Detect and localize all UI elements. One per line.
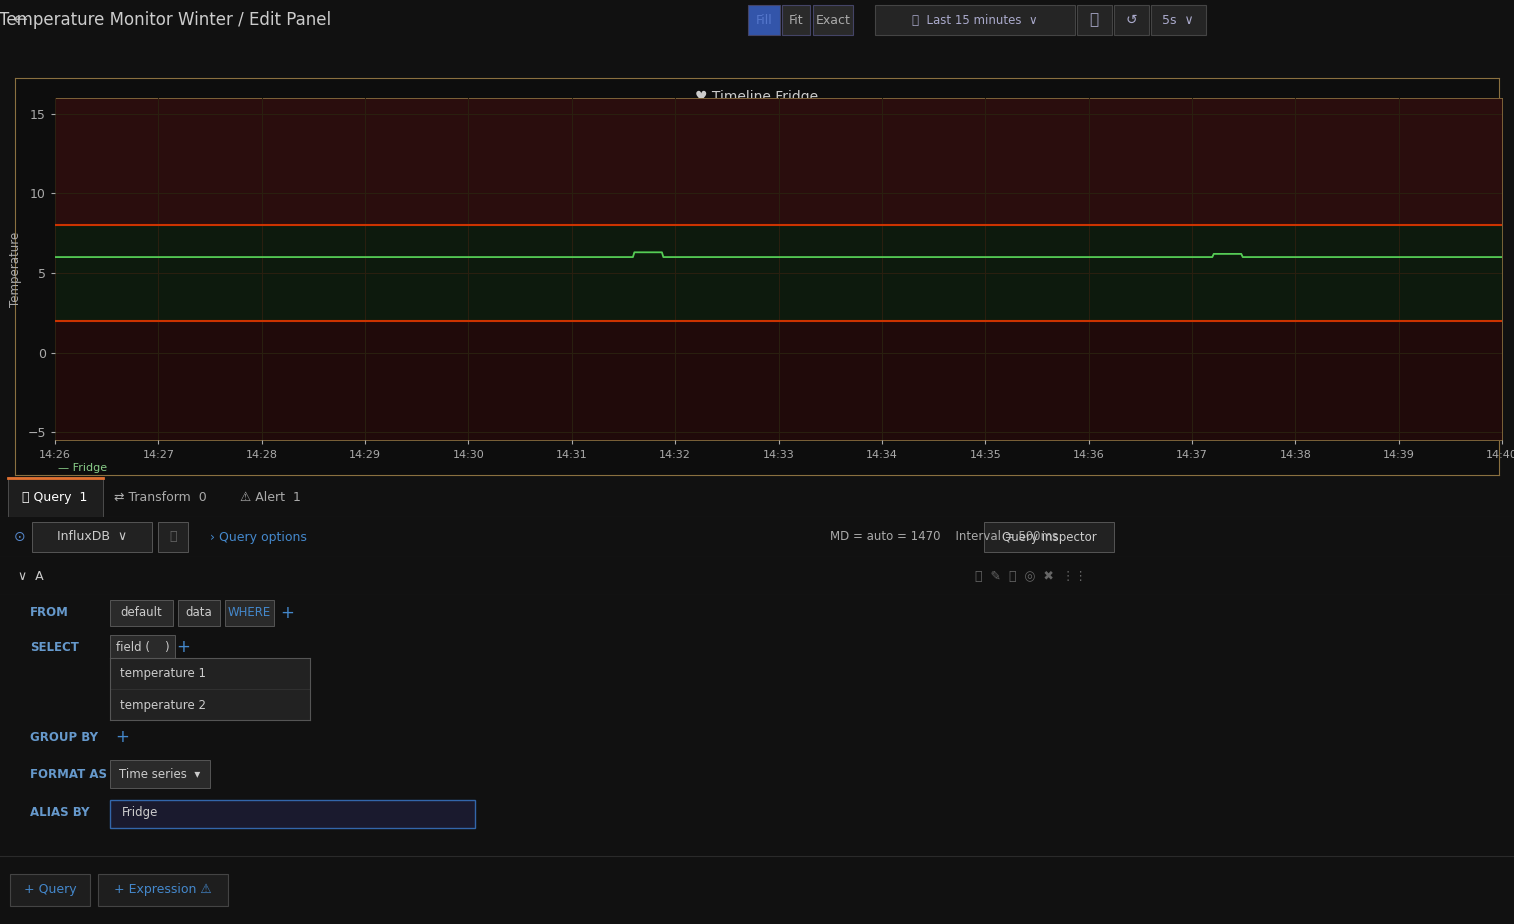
Bar bbox=[111, 760, 210, 788]
Text: ⊙: ⊙ bbox=[14, 530, 26, 544]
Text: temperature 2: temperature 2 bbox=[120, 699, 206, 711]
Text: ⚠ Alert  1: ⚠ Alert 1 bbox=[239, 491, 300, 504]
Text: ⓘ  ✎  ⧉  ◎  ✖  ⋮⋮: ⓘ ✎ ⧉ ◎ ✖ ⋮⋮ bbox=[975, 569, 1087, 582]
Text: GROUP BY: GROUP BY bbox=[30, 731, 98, 744]
Bar bbox=[1076, 5, 1111, 35]
Bar bbox=[111, 600, 173, 626]
Text: ⎘ Query  1: ⎘ Query 1 bbox=[23, 491, 88, 504]
Text: Exact: Exact bbox=[816, 14, 851, 27]
Text: default: default bbox=[121, 606, 162, 619]
Bar bbox=[8, 477, 103, 517]
Text: ∨  A: ∨ A bbox=[18, 569, 44, 582]
Text: › Query options: › Query options bbox=[210, 530, 307, 543]
Text: FROM: FROM bbox=[30, 606, 68, 619]
Bar bbox=[875, 5, 1075, 35]
Text: ⓘ: ⓘ bbox=[170, 530, 177, 543]
Bar bbox=[813, 5, 852, 35]
Bar bbox=[226, 600, 274, 626]
Text: SELECT: SELECT bbox=[30, 641, 79, 654]
Text: ↺: ↺ bbox=[1125, 13, 1137, 27]
Bar bbox=[748, 5, 780, 35]
Bar bbox=[1114, 5, 1149, 35]
Text: — Fridge: — Fridge bbox=[58, 463, 107, 473]
Bar bbox=[98, 874, 229, 906]
Text: Temperature Monitor Winter / Edit Panel: Temperature Monitor Winter / Edit Panel bbox=[0, 11, 332, 29]
Bar bbox=[32, 522, 151, 552]
Text: ALIAS BY: ALIAS BY bbox=[30, 806, 89, 819]
Bar bbox=[111, 635, 176, 661]
Text: ♥ Timeline Fridge: ♥ Timeline Fridge bbox=[695, 90, 819, 103]
Text: Fill: Fill bbox=[755, 14, 772, 27]
Text: MD = auto = 1470    Interval = 500ms: MD = auto = 1470 Interval = 500ms bbox=[830, 530, 1058, 543]
Text: Time series  ▾: Time series ▾ bbox=[120, 768, 201, 781]
Text: + Expression ⚠: + Expression ⚠ bbox=[114, 883, 212, 896]
Text: WHERE: WHERE bbox=[229, 606, 271, 619]
Bar bbox=[783, 5, 810, 35]
Text: FORMAT AS: FORMAT AS bbox=[30, 768, 107, 781]
Bar bbox=[11, 874, 89, 906]
Text: Query inspector: Query inspector bbox=[1002, 530, 1096, 543]
Text: 5s  ∨: 5s ∨ bbox=[1163, 14, 1195, 27]
Bar bbox=[111, 800, 475, 828]
Text: ⇄ Transform  0: ⇄ Transform 0 bbox=[114, 491, 206, 504]
Y-axis label: Temperature: Temperature bbox=[9, 231, 21, 307]
Bar bbox=[157, 522, 188, 552]
Text: Fridge: Fridge bbox=[123, 806, 159, 819]
Bar bbox=[1151, 5, 1207, 35]
Text: Fit: Fit bbox=[789, 14, 804, 27]
Text: data: data bbox=[186, 606, 212, 619]
Text: field (    ): field ( ) bbox=[117, 641, 170, 654]
Text: ⏱  Last 15 minutes  ∨: ⏱ Last 15 minutes ∨ bbox=[913, 14, 1037, 27]
Text: ⌕: ⌕ bbox=[1090, 13, 1099, 28]
Bar bbox=[984, 522, 1114, 552]
Text: + Query: + Query bbox=[24, 883, 76, 896]
Text: temperature 1: temperature 1 bbox=[120, 666, 206, 679]
Text: +: + bbox=[280, 603, 294, 622]
Text: ←: ← bbox=[12, 11, 27, 29]
Text: +: + bbox=[176, 638, 189, 656]
Text: +: + bbox=[115, 728, 129, 747]
Text: InfluxDB  ∨: InfluxDB ∨ bbox=[58, 530, 127, 543]
Bar bbox=[179, 600, 220, 626]
